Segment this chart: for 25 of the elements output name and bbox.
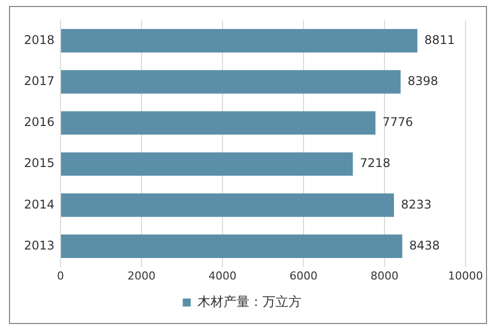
data-label: 7218 [360,156,390,170]
bar [61,29,418,52]
y-tick-label: 2013 [24,238,55,252]
data-label: 8438 [409,238,440,252]
y-tick-label: 2015 [24,156,55,170]
data-label: 8811 [424,32,455,47]
data-label: 8233 [400,197,432,212]
bar [61,111,376,135]
y-tick-label: 2014 [24,197,55,212]
x-tick-label: 6000 [290,269,318,282]
data-label: 7776 [382,115,413,130]
bar [61,70,401,94]
x-tick-label: 8000 [370,269,399,282]
x-tick-label: 10000 [448,269,484,282]
y-tick-label: 2017 [24,74,55,88]
x-tick-label: 0 [57,269,64,282]
y-tick-label: 2018 [24,32,55,47]
data-label: 8398 [408,74,438,88]
x-tick-label: 4000 [208,269,237,282]
bar [61,193,394,217]
x-tick-label: 2000 [128,269,156,282]
bar [61,234,402,258]
y-tick-label: 2016 [24,115,55,130]
legend-label: 木材产量：万立方 [197,294,302,310]
bar [61,152,353,176]
